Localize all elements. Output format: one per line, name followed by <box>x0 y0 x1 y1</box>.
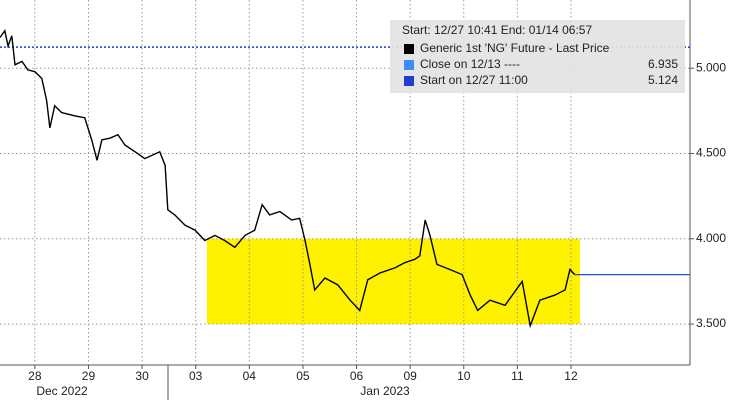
legend-value: 5.124 <box>648 73 678 87</box>
x-tick-label: 09 <box>403 369 417 383</box>
legend-label: Close on 12/13 ---- <box>420 57 520 71</box>
legend-label: Generic 1st 'NG' Future - Last Price <box>420 41 610 55</box>
x-tick-label: 10 <box>457 369 471 383</box>
legend-header: Start: 12/27 10:41 End: 01/14 06:57 <box>402 23 592 37</box>
legend-label: Start on 12/27 11:00 <box>420 73 528 87</box>
x-tick-label: 05 <box>296 369 310 383</box>
y-tick-label: 4.000 <box>696 231 726 245</box>
legend-box <box>390 20 685 93</box>
y-tick-label: 5.000 <box>696 60 726 74</box>
x-tick-label: 04 <box>243 369 257 383</box>
x-tick-label: 03 <box>189 369 203 383</box>
x-tick-label: 06 <box>350 369 364 383</box>
y-tick-label: 4.500 <box>696 146 726 160</box>
highlight-region <box>206 238 581 325</box>
legend-swatch <box>404 76 414 86</box>
month-label: Dec 2022 <box>36 384 88 398</box>
month-label: Jan 2023 <box>360 384 410 398</box>
legend-swatch <box>404 60 414 70</box>
y-tick-label: 3.500 <box>696 316 726 330</box>
x-tick-label: 28 <box>28 369 42 383</box>
x-tick-label: 30 <box>135 369 149 383</box>
x-tick-label: 29 <box>82 369 96 383</box>
x-tick-label: 12 <box>564 369 578 383</box>
price-line <box>0 28 576 329</box>
legend-value: 6.935 <box>648 57 678 71</box>
legend: Start: 12/27 10:41 End: 01/14 06:57 Gener… <box>390 20 685 93</box>
x-tick-label: 11 <box>511 369 524 383</box>
legend-swatch <box>404 44 414 54</box>
